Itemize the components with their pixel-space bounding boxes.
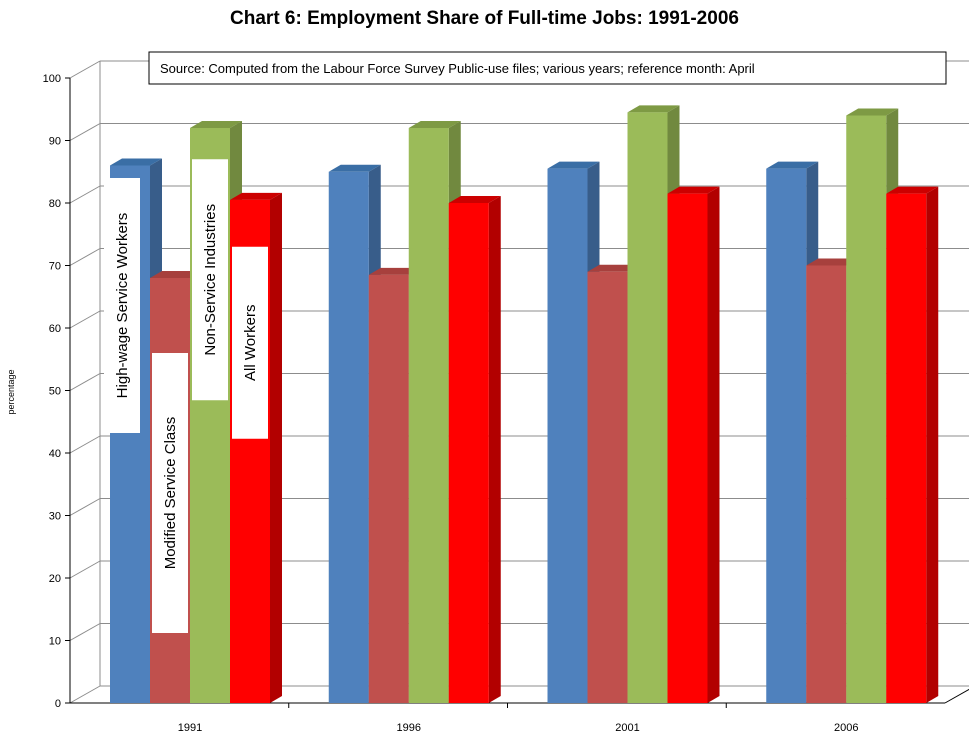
series-label-box <box>232 246 268 439</box>
bar-top <box>448 196 501 203</box>
bar-top <box>766 161 819 169</box>
bar-front <box>408 128 449 703</box>
bar-side <box>270 192 282 703</box>
bar-front <box>846 115 887 703</box>
y-tick-label: 50 <box>49 386 61 398</box>
y-tick-label: 20 <box>49 573 61 585</box>
gridline-depth <box>69 685 101 704</box>
bar-front <box>587 271 628 703</box>
bar-top <box>230 192 282 200</box>
y-tick-label: 40 <box>49 448 61 460</box>
bar-top <box>846 108 899 116</box>
bar <box>886 186 939 703</box>
bar-top <box>627 105 680 113</box>
gridline-depth <box>69 435 101 454</box>
bar-front <box>806 265 847 703</box>
bar-top <box>150 271 202 278</box>
gridline-depth <box>69 60 101 79</box>
bar-top <box>547 161 600 169</box>
x-tick-label: 2006 <box>834 722 858 734</box>
bar-top <box>110 158 162 166</box>
y-tick-label: 90 <box>49 136 61 148</box>
y-tick-label: 10 <box>49 636 61 648</box>
series-label-text: Non-Service Industries <box>202 204 219 356</box>
bar-front <box>766 168 807 703</box>
bar-top <box>806 258 859 266</box>
gridline-depth <box>69 560 101 579</box>
source-text: Source: Computed from the Labour Force S… <box>160 61 755 76</box>
bar-side <box>707 186 720 703</box>
y-tick-label: 0 <box>55 698 61 710</box>
gridline-depth <box>69 248 101 266</box>
gridline-depth <box>69 623 101 641</box>
bar-top <box>408 121 461 128</box>
bar-top <box>667 186 720 194</box>
series-label-box <box>152 353 188 633</box>
series-label-box <box>192 159 228 401</box>
bar-front <box>627 112 668 703</box>
series-labels: High-wage Service Workers Modified Servic… <box>104 159 268 633</box>
bar-front <box>448 203 489 703</box>
bar-top <box>886 186 939 194</box>
series-label-text: High-wage Service Workers <box>114 213 131 399</box>
bar-side <box>488 196 501 703</box>
bar <box>667 186 720 703</box>
gridline-depth <box>69 373 101 391</box>
y-tick-label: 70 <box>49 261 61 273</box>
bar-top <box>328 164 381 172</box>
series-label-box <box>104 178 140 433</box>
bar-front <box>368 274 409 703</box>
y-axis-title: percentage <box>6 369 16 414</box>
gridline-depth <box>69 310 101 329</box>
y-tick-label: 30 <box>49 511 61 523</box>
x-tick-label: 1991 <box>178 722 202 734</box>
bar-top <box>190 121 242 128</box>
bar-front <box>328 171 369 703</box>
series-label: Non-Service Industries <box>192 159 228 401</box>
y-tick-label: 100 <box>43 73 61 85</box>
series-label: All Workers <box>232 246 268 439</box>
floor-edge <box>944 688 969 704</box>
source-box <box>148 51 947 85</box>
bar-side <box>926 186 939 703</box>
bar <box>448 196 501 703</box>
series-label-text: Modified Service Class <box>162 417 179 570</box>
gridline-depth <box>69 123 101 141</box>
series-label: High-wage Service Workers <box>104 178 140 433</box>
y-tick-label: 80 <box>49 198 61 210</box>
gridline-depth <box>69 498 101 516</box>
series-label: Modified Service Class <box>152 353 188 633</box>
x-tick-label: 2001 <box>615 722 639 734</box>
x-tick-label: 1996 <box>397 722 421 734</box>
gridline-depth <box>69 185 101 204</box>
source-note: Source: Computed from the Labour Force S… <box>148 51 947 85</box>
bar-front <box>667 193 708 703</box>
bar-front <box>886 193 927 703</box>
bar-top <box>368 267 421 275</box>
bar-front <box>547 168 588 703</box>
series-label-text: All Workers <box>242 305 259 381</box>
chart-title: Chart 6: Employment Share of Full-time J… <box>230 8 739 29</box>
bar-top <box>587 264 640 272</box>
y-tick-label: 60 <box>49 323 61 335</box>
